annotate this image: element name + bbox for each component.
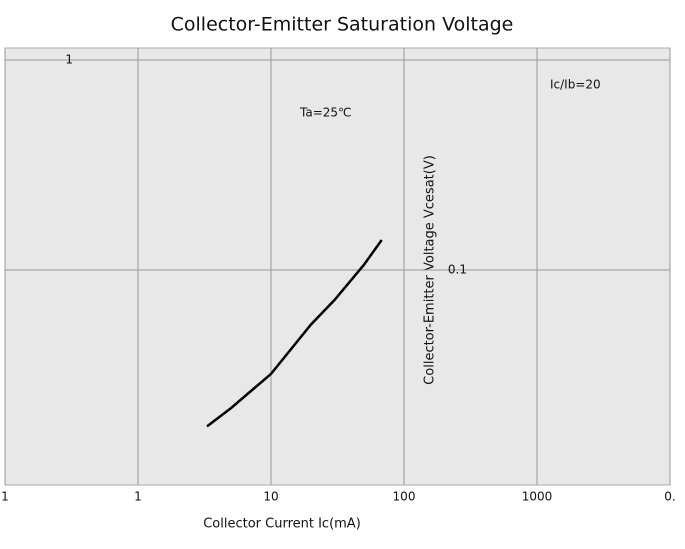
x-tick-label: 0. <box>664 490 675 504</box>
annotation: Ta=25℃ <box>299 106 352 120</box>
x-tick-label: 1000 <box>522 490 553 504</box>
x-axis-label: Collector Current Ic(mA) <box>203 517 361 532</box>
chart-title: Collector-Emitter Saturation Voltage <box>171 14 514 36</box>
y-tick-label: 1 <box>65 53 73 67</box>
y-tick-label: 0.1 <box>448 263 467 277</box>
x-tick-label: 1 <box>134 490 142 504</box>
x-tick-label: 1 <box>1 490 9 504</box>
series-line <box>206 239 383 428</box>
annotation: Ic/Ib=20 <box>550 78 601 92</box>
plot-area <box>4 47 671 486</box>
x-tick-label: 100 <box>393 490 416 504</box>
x-tick-label: 10 <box>263 490 278 504</box>
